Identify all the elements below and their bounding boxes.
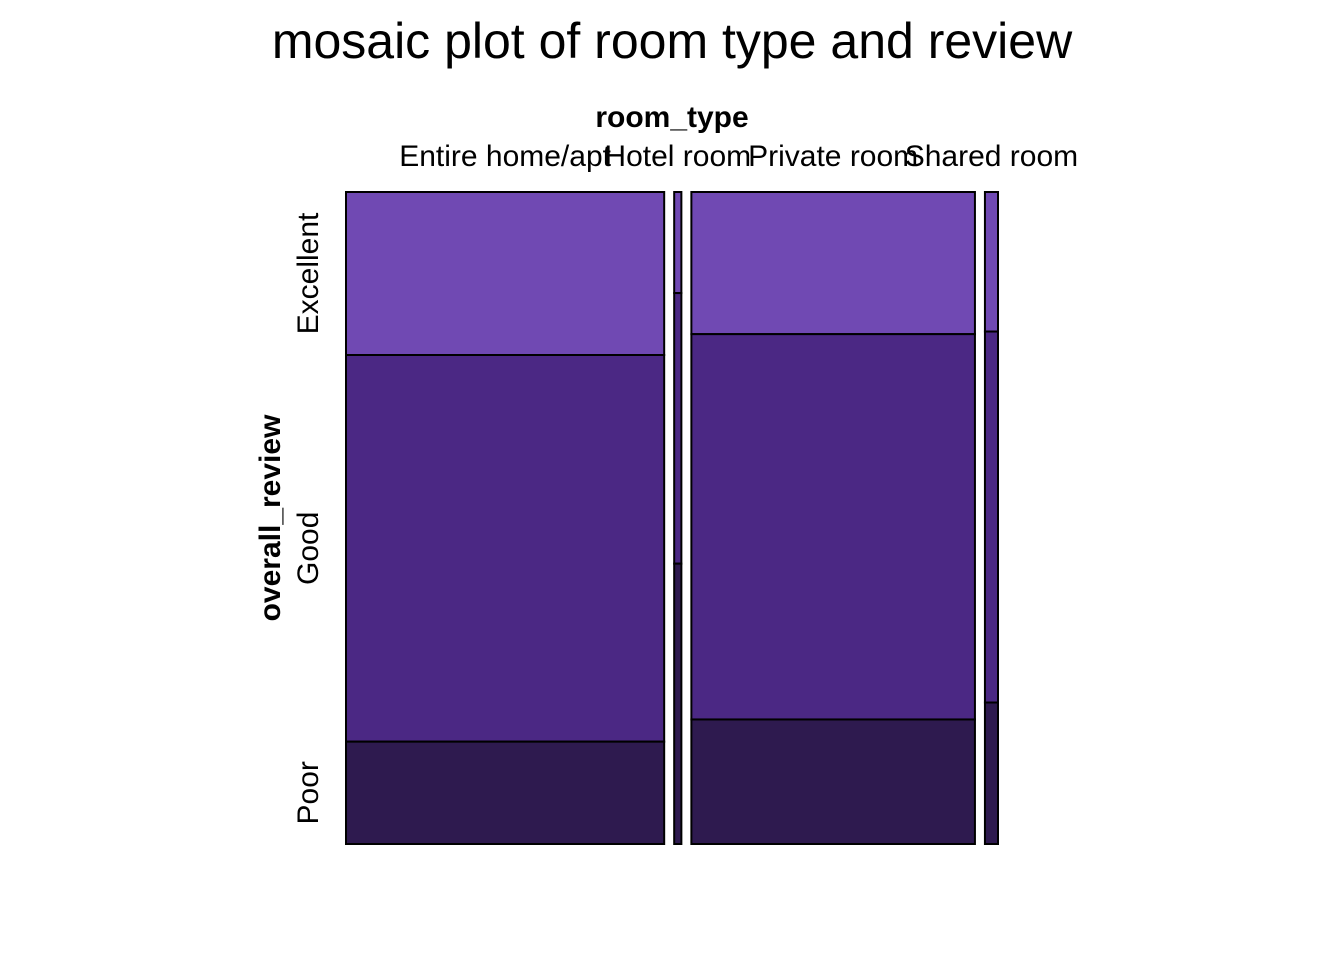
tile-hotel-room-good (673, 292, 683, 565)
tile-private-room-good (690, 333, 976, 721)
tile-shared-room-excellent (983, 191, 1000, 333)
y-tick-label-good: Good (292, 512, 325, 585)
chart-title: mosaic plot of room type and review (272, 13, 1073, 69)
tile-shared-room-good (983, 330, 1000, 704)
y-tick-label-excellent: Excellent (292, 212, 325, 334)
y-tick-label-poor: Poor (292, 761, 325, 824)
x-tick-label-entire-home-apt: Entire home/apt (399, 140, 611, 173)
x-tick-label-shared-room: Shared room (905, 140, 1078, 173)
tile-entire-home-apt-good (345, 354, 666, 743)
x-tick-label-private-room: Private room (748, 140, 918, 173)
y-axis-title: overall_review (254, 414, 287, 621)
x-tick-label-hotel-room: Hotel room (604, 140, 751, 173)
y-category-labels: Excellent Good Poor (292, 212, 325, 825)
tile-hotel-room-excellent (673, 191, 683, 295)
x-axis-title: room_type (595, 101, 748, 134)
tile-shared-room-poor (983, 701, 1000, 845)
tile-private-room-excellent (690, 191, 976, 336)
tile-hotel-room-poor (673, 562, 683, 845)
tile-entire-home-apt-excellent (345, 191, 666, 356)
tile-entire-home-apt-poor (345, 740, 666, 845)
tile-private-room-poor (690, 718, 976, 846)
mosaic-tiles (345, 191, 1000, 846)
